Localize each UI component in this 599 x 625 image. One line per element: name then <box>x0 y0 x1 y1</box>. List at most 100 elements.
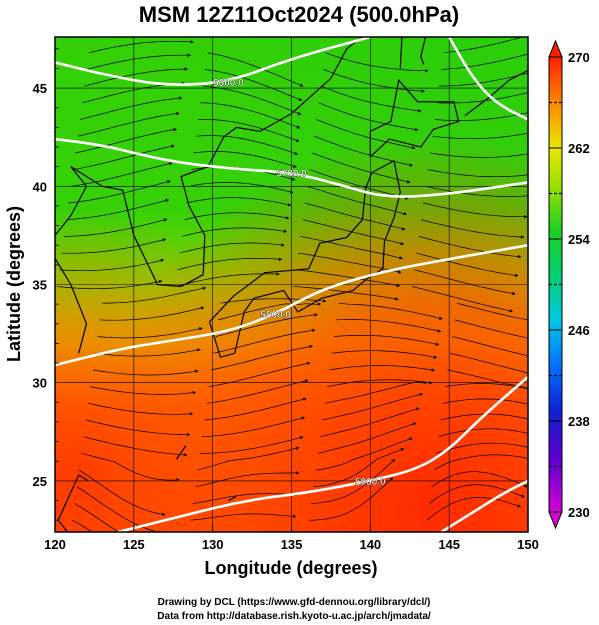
streamline <box>309 169 409 200</box>
streamline <box>186 197 292 207</box>
height-contour <box>55 37 371 86</box>
y-tick-label: 30 <box>33 376 47 391</box>
coastline <box>464 69 528 117</box>
streamline <box>73 144 175 170</box>
streamline <box>300 236 403 260</box>
streamline <box>313 447 405 488</box>
streamline <box>76 486 163 532</box>
streamline <box>79 469 166 516</box>
streamline <box>195 135 299 156</box>
streamline <box>70 162 173 187</box>
height-contour <box>448 37 528 121</box>
streamline <box>327 379 433 387</box>
streamline <box>75 127 178 154</box>
streamline <box>63 218 168 237</box>
streamline <box>200 102 301 129</box>
streamline <box>430 152 528 158</box>
y-tick-label: 45 <box>33 81 47 96</box>
streamline <box>438 428 528 438</box>
streamline <box>74 503 120 532</box>
streamline <box>220 298 327 304</box>
streamline <box>197 446 300 471</box>
streamline <box>420 219 525 239</box>
colorbar-extend-min <box>548 511 563 530</box>
streamline <box>84 67 189 87</box>
streamline <box>207 52 304 87</box>
colorbar: 230 238 246 254 262 270 <box>548 39 590 530</box>
coastline <box>228 496 237 502</box>
streamline <box>336 319 442 333</box>
streamline <box>86 53 191 70</box>
streamline <box>195 471 300 488</box>
streamline <box>315 437 413 471</box>
streamline <box>418 236 522 259</box>
x-tick-label: 125 <box>123 537 145 552</box>
height-contour <box>55 243 528 367</box>
streamline <box>425 185 528 198</box>
streamline <box>433 454 528 471</box>
streamline <box>213 328 316 354</box>
x-tick-label: 145 <box>438 537 460 552</box>
streamline <box>449 352 528 374</box>
streamline <box>426 497 522 521</box>
streamline <box>177 257 283 271</box>
streamline <box>211 344 313 371</box>
streamline <box>445 383 528 390</box>
streamline <box>440 413 528 421</box>
streamline <box>443 398 528 405</box>
streamline <box>411 286 514 313</box>
contour-label: 5800.0 <box>260 310 291 321</box>
colorbar-tick-label: 270 <box>568 50 590 65</box>
coastlines <box>55 37 528 532</box>
x-tick-label: 150 <box>517 537 539 552</box>
y-tick-label: 40 <box>33 179 47 194</box>
streamline <box>317 422 417 454</box>
streamline <box>320 85 422 113</box>
height-contour <box>440 479 528 532</box>
y-tick-label: 35 <box>33 278 47 293</box>
streamline <box>333 334 440 346</box>
streamline <box>88 402 194 416</box>
height-contour <box>117 375 528 532</box>
streamline <box>331 350 438 359</box>
streamline <box>190 513 297 521</box>
streamline <box>97 327 203 339</box>
x-tick-label: 120 <box>44 537 66 552</box>
streamline <box>92 369 199 376</box>
streamline <box>441 53 528 70</box>
streamline <box>447 369 528 389</box>
streamline <box>208 361 311 387</box>
streamline <box>182 227 288 237</box>
streamline <box>423 202 528 219</box>
streamline <box>192 492 299 504</box>
colorbar-extend-max <box>548 39 563 58</box>
streamline <box>304 202 406 231</box>
streamline <box>454 319 528 339</box>
colorbar-tick-label: 262 <box>568 141 590 156</box>
streamline <box>81 453 180 482</box>
streamline <box>188 182 294 194</box>
contour-label: 5900.0 <box>355 477 386 488</box>
plot-area: 5600.0 5700.0 5800.0 5900.0 <box>55 37 528 532</box>
streamline <box>295 269 401 288</box>
streamline <box>452 336 528 357</box>
streamline <box>324 380 427 404</box>
streamline <box>436 442 528 454</box>
colorbar-ticks: 230 238 246 254 262 270 <box>549 50 590 520</box>
colorbar-tick-label: 230 <box>568 505 590 520</box>
streamline <box>66 198 170 221</box>
streamline <box>338 302 443 320</box>
y-tick-label: 25 <box>33 474 47 489</box>
streamline <box>318 102 419 132</box>
colorbar-tick-label: 254 <box>568 232 590 247</box>
x-tick-label: 135 <box>281 537 303 552</box>
x-tick-label: 140 <box>359 537 381 552</box>
y-axis-label: Latitude (degrees) <box>4 206 24 362</box>
streamline <box>322 392 424 421</box>
streamline <box>90 386 197 395</box>
credit-data: Data from http://database.rish.kyoto-u.a… <box>157 611 431 622</box>
streamline <box>308 477 394 521</box>
height-contour <box>55 137 528 198</box>
coastline <box>55 37 363 354</box>
